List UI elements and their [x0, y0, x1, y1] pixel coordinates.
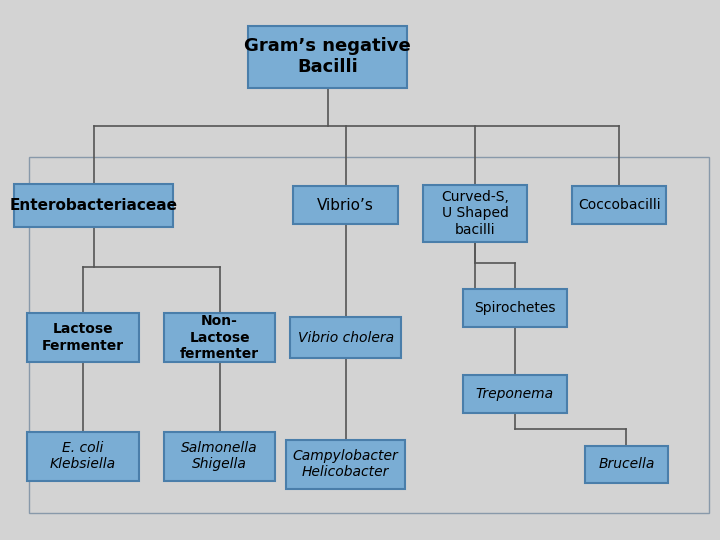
FancyBboxPatch shape	[27, 432, 138, 481]
Text: E. coli
Klebsiella: E. coli Klebsiella	[50, 441, 116, 471]
FancyBboxPatch shape	[462, 375, 567, 413]
Text: Vibrio cholera: Vibrio cholera	[297, 330, 394, 345]
Text: Treponema: Treponema	[476, 387, 554, 401]
Text: Brucella: Brucella	[598, 457, 654, 471]
FancyBboxPatch shape	[423, 185, 527, 241]
Text: Gram’s negative
Bacilli: Gram’s negative Bacilli	[244, 37, 411, 76]
Text: Non-
Lactose
fermenter: Non- Lactose fermenter	[180, 314, 259, 361]
FancyBboxPatch shape	[294, 186, 397, 224]
FancyBboxPatch shape	[289, 317, 402, 357]
Text: Vibrio’s: Vibrio’s	[318, 198, 374, 213]
Text: Lactose
Fermenter: Lactose Fermenter	[42, 322, 124, 353]
FancyBboxPatch shape	[585, 446, 668, 483]
Text: Coccobacilli: Coccobacilli	[578, 198, 660, 212]
Text: Enterobacteriaceae: Enterobacteriaceae	[9, 198, 178, 213]
FancyBboxPatch shape	[462, 289, 567, 327]
Text: Campylobacter
Helicobacter: Campylobacter Helicobacter	[293, 449, 398, 480]
Text: Salmonella
Shigella: Salmonella Shigella	[181, 441, 258, 471]
FancyBboxPatch shape	[163, 313, 275, 362]
FancyBboxPatch shape	[287, 440, 405, 489]
Text: Curved-S,
U Shaped
bacilli: Curved-S, U Shaped bacilli	[441, 190, 509, 237]
FancyBboxPatch shape	[14, 184, 173, 227]
FancyBboxPatch shape	[248, 25, 407, 87]
FancyBboxPatch shape	[27, 313, 138, 362]
FancyBboxPatch shape	[572, 186, 666, 224]
Text: Spirochetes: Spirochetes	[474, 301, 556, 315]
FancyBboxPatch shape	[163, 432, 275, 481]
